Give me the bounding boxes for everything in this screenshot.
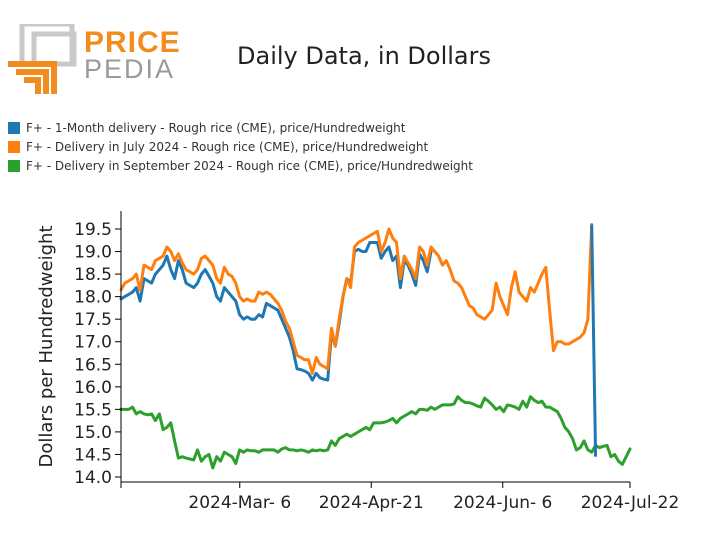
chart-title: Daily Data, in Dollars <box>237 42 492 70</box>
legend-item-september-2024[interactable]: F+ - Delivery in September 2024 - Rough … <box>8 156 473 175</box>
series-drop-segment-0 <box>590 224 598 457</box>
x-tick-label: 2024-Apr-21 <box>319 493 424 513</box>
chart-legend: F+ - 1-Month delivery - Rough rice (CME)… <box>8 118 473 175</box>
series-line-0 <box>119 241 433 382</box>
legend-swatch-1-month <box>8 121 20 134</box>
y-tick-label: 16.0 <box>74 378 112 398</box>
y-axis-label: Dollars per Hundredweight <box>36 226 57 468</box>
legend-label-september-2024: F+ - Delivery in September 2024 - Rough … <box>26 158 473 173</box>
legend-label-1-month: F+ - 1-Month delivery - Rough rice (CME)… <box>26 120 406 135</box>
y-tick-label: 15.0 <box>74 423 112 443</box>
y-tick-label: 19.0 <box>74 243 112 263</box>
y-tick-label: 17.5 <box>74 310 112 330</box>
series-line-2 <box>119 395 632 470</box>
logo-word-pedia: PEDIA <box>84 54 176 84</box>
y-tick-label: 14.5 <box>74 445 112 465</box>
y-tick-label: 16.5 <box>74 355 112 375</box>
legend-swatch-september-2024 <box>8 159 20 172</box>
y-tick-label: 19.5 <box>74 220 112 240</box>
y-tick-label: 17.0 <box>74 333 112 353</box>
y-tick-label: 15.5 <box>74 400 112 420</box>
legend-item-1-month[interactable]: F+ - 1-Month delivery - Rough rice (CME)… <box>8 118 473 137</box>
x-tick-label: 2024-Jul-22 <box>581 493 680 513</box>
y-tick-label: 18.5 <box>74 265 112 285</box>
y-tick-label: 14.0 <box>74 468 112 488</box>
series-line-1 <box>119 223 594 375</box>
x-tick-label: 2024-Mar- 6 <box>188 493 291 513</box>
legend-item-july-2024[interactable]: F+ - Delivery in July 2024 - Rough rice … <box>8 137 473 156</box>
logo-mark-icon <box>8 24 77 94</box>
legend-swatch-july-2024 <box>8 140 20 153</box>
y-tick-label: 18.0 <box>74 288 112 308</box>
pricepedia-logo: PRICE PEDIA <box>8 24 180 94</box>
logo-word-price: PRICE <box>84 26 181 59</box>
legend-label-july-2024: F+ - Delivery in July 2024 - Rough rice … <box>26 139 429 154</box>
x-tick-label: 2024-Jun- 6 <box>453 493 552 513</box>
